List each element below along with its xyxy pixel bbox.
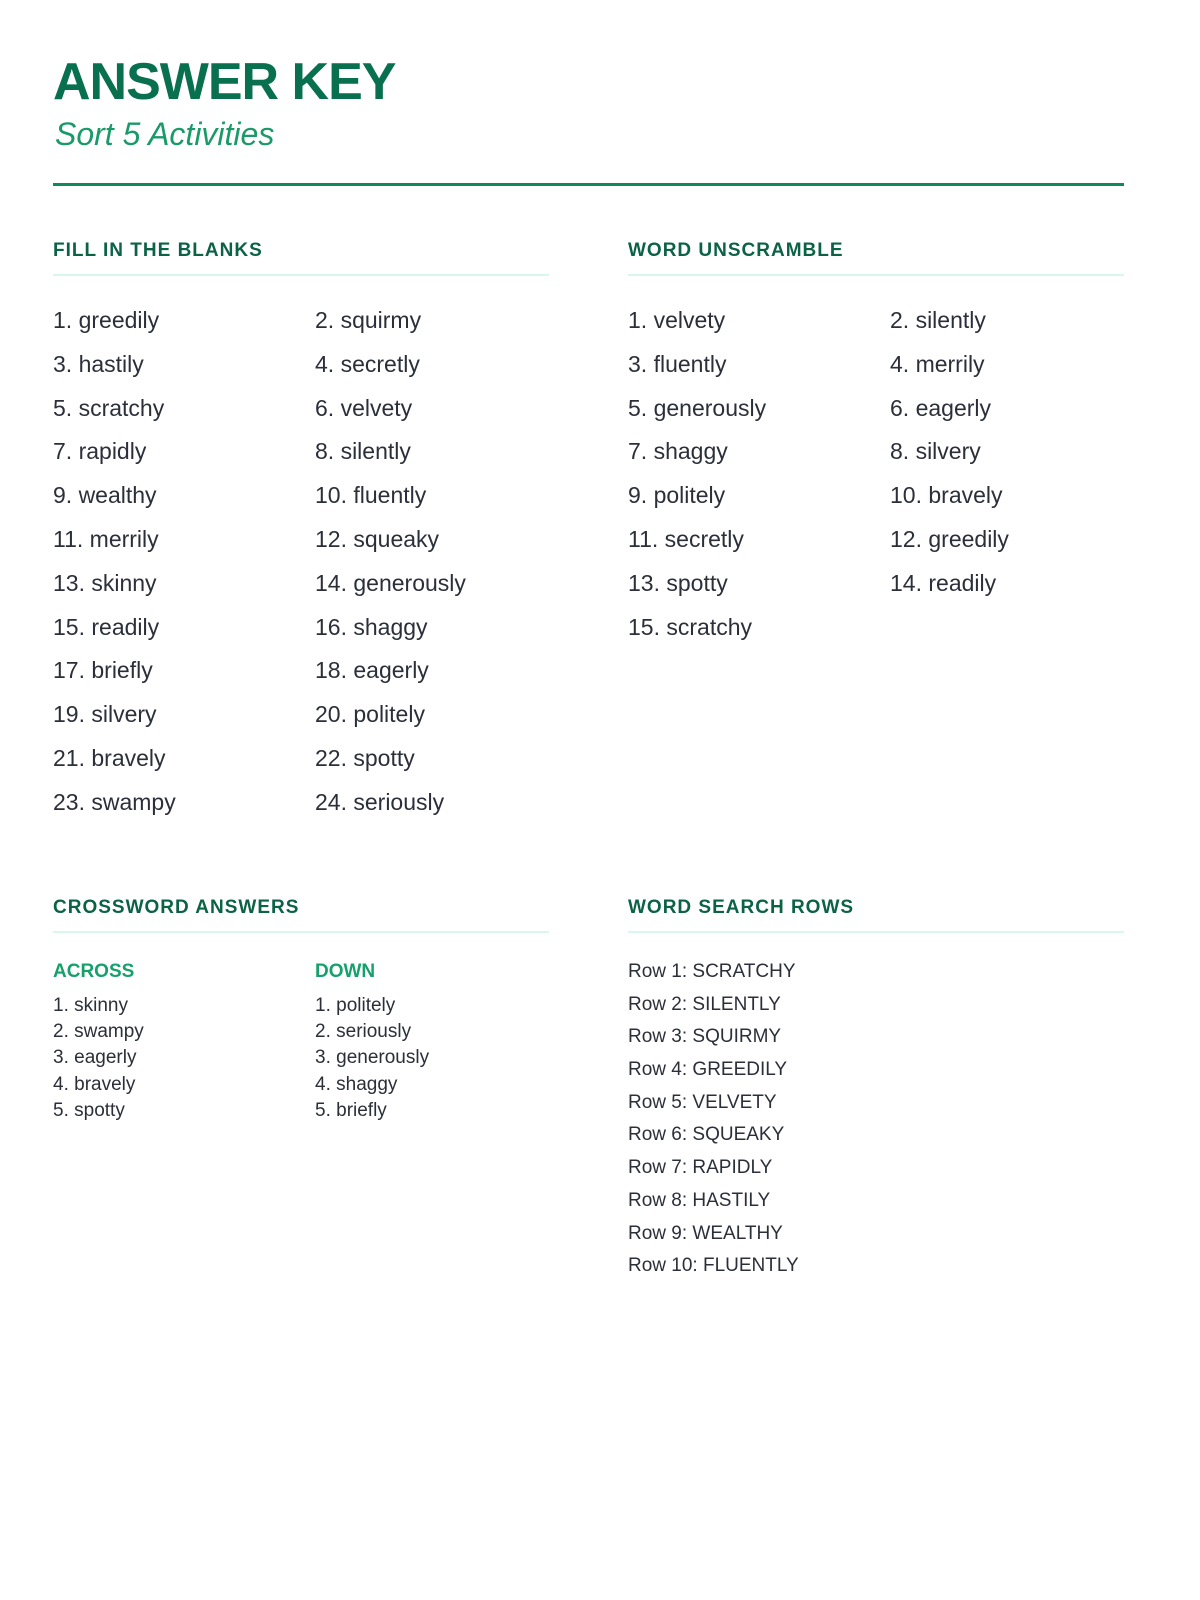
answer-item: 1. greedily — [53, 307, 160, 333]
answer-item: 13. skinny — [53, 569, 157, 596]
answer-item: 24. seriously — [315, 788, 445, 815]
answer-item: 7. rapidly — [53, 438, 147, 465]
answer-item: 14. generously — [315, 569, 466, 596]
answer-item: Row 9: WEALTHY — [628, 1222, 783, 1244]
page-subtitle: Sort 5 Activities — [55, 116, 275, 152]
answer-item: 4. bravely — [53, 1073, 136, 1095]
answer-item: 8. silently — [315, 438, 411, 465]
answer-item: 22. spotty — [315, 744, 415, 771]
answer-item: 3. generously — [315, 1047, 430, 1069]
answer-item: Row 4: GREEDILY — [628, 1059, 788, 1081]
answer-item: 5. briefly — [315, 1099, 387, 1121]
answer-item: Row 2: SILENTLY — [628, 993, 781, 1015]
answer-item: 4. shaggy — [315, 1073, 398, 1095]
answer-item: 5. generously — [628, 394, 767, 421]
answer-item: Row 5: VELVETY — [628, 1091, 777, 1113]
answer-item: 21. bravely — [53, 744, 166, 771]
answer-item: 15. readily — [53, 613, 160, 640]
answer-item: 4. secretly — [315, 350, 420, 377]
page-title: ANSWER KEY — [53, 53, 396, 111]
answer-item: 12. squeaky — [315, 525, 440, 552]
answer-item: 3. hastily — [53, 350, 144, 377]
down-heading: DOWN — [315, 961, 376, 982]
answer-list: 1. greedily 2. squirmy 3. hastily 4. secret… — [53, 306, 549, 832]
section-heading: FILL IN THE BLANKS — [53, 240, 549, 276]
answer-item: 1. velvety — [628, 307, 726, 333]
answer-item: 9. wealthy — [53, 482, 157, 509]
down-column: DOWN 1. politely 2. seriously 3. generousl… — [315, 933, 549, 1125]
header-divider — [53, 183, 1124, 186]
answer-item: 23. swampy — [53, 788, 176, 815]
answer-item: 7. shaggy — [628, 438, 728, 465]
section-heading: CROSSWORD ANSWERS — [53, 897, 549, 933]
word-unscramble-section: WORD UNSCRAMBLE 1. velvety 2. silently 3. … — [628, 240, 1124, 656]
answer-item: 1. skinny — [53, 995, 128, 1016]
answer-item: 19. silvery — [53, 701, 157, 728]
answer-item: 13. spotty — [628, 569, 728, 596]
answer-item: 4. merrily — [890, 350, 985, 377]
answer-item: 6. eagerly — [890, 394, 992, 421]
answer-item: 11. merrily — [53, 525, 159, 552]
fill-in-the-blanks-section: FILL IN THE BLANKS 1. greedily 2. squirmy… — [53, 240, 549, 832]
answer-item: 20. politely — [315, 701, 425, 728]
answer-item: 12. greedily — [890, 525, 1009, 552]
crossword-section: CROSSWORD ANSWERS ACROSS 1. skinny 2. swa… — [53, 897, 549, 1125]
answer-item: 2. squirmy — [315, 307, 422, 333]
answer-item: 2. seriously — [315, 1021, 412, 1043]
answer-item: 9. politely — [628, 482, 726, 509]
answer-item: 11. secretly — [628, 525, 744, 552]
answer-item: 2. swampy — [53, 1021, 144, 1043]
answer-item: 6. velvety — [315, 394, 413, 421]
answer-list: 1. velvety 2. silently 3. fluently 4. merri… — [628, 306, 1124, 656]
section-heading: WORD SEARCH ROWS — [628, 897, 1124, 933]
answer-item: Row 1: SCRATCHY — [628, 961, 796, 982]
answer-item: Row 10: FLUENTLY — [628, 1255, 799, 1277]
answer-item: 3. fluently — [628, 350, 727, 377]
answer-item: Row 7: RAPIDLY — [628, 1157, 773, 1179]
answer-item: Row 3: SQUIRMY — [628, 1026, 782, 1048]
answer-item: 8. silvery — [890, 438, 981, 465]
answer-item: 16. shaggy — [315, 613, 428, 640]
answer-item: 3. eagerly — [53, 1047, 137, 1069]
answer-item: Row 8: HASTILY — [628, 1189, 771, 1211]
answer-item: 10. bravely — [890, 482, 1003, 509]
answer-item: 5. spotty — [53, 1099, 125, 1121]
across-heading: ACROSS — [53, 961, 135, 982]
section-heading: WORD UNSCRAMBLE — [628, 240, 1124, 276]
answer-item: 2. silently — [890, 307, 986, 333]
answer-item: 14. readily — [890, 569, 997, 596]
answer-item: 17. briefly — [53, 657, 153, 684]
answer-item: 5. scratchy — [53, 394, 165, 421]
answer-item: 1. politely — [315, 995, 396, 1016]
word-search-section: WORD SEARCH ROWS Row 1: SCRATCHY Row 2: S… — [628, 897, 1124, 1287]
answer-item: 15. scratchy — [628, 613, 752, 640]
across-column: ACROSS 1. skinny 2. swampy 3. eagerly 4. br… — [53, 933, 315, 1125]
answer-item: 10. fluently — [315, 482, 427, 509]
answer-item: Row 6: SQUEAKY — [628, 1124, 785, 1146]
answer-item: 18. eagerly — [315, 657, 429, 684]
